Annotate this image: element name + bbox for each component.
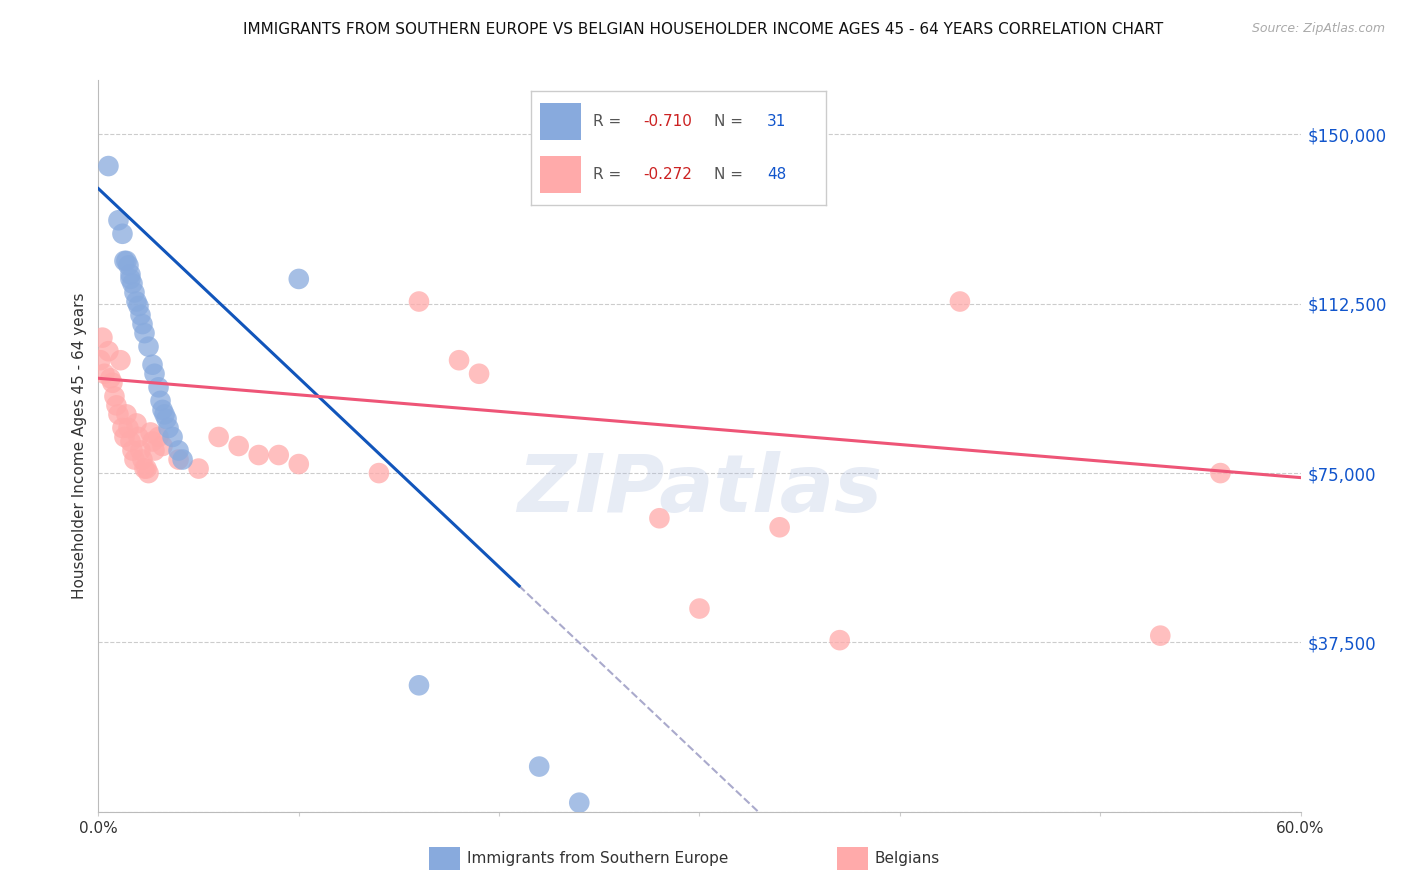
Point: [105, 398, 128, 412]
Point: [152, 403, 174, 417]
Point: [120, 434, 142, 449]
Point: [228, 439, 250, 453]
Point: [121, 277, 143, 291]
Point: [468, 367, 491, 381]
Point: [91, 331, 114, 345]
Point: [155, 412, 177, 426]
Point: [125, 417, 148, 431]
Text: ZIPatlas: ZIPatlas: [517, 450, 882, 529]
Point: [97, 344, 120, 359]
Point: [1209, 466, 1232, 480]
Point: [101, 376, 124, 390]
Point: [131, 317, 153, 331]
Point: [103, 389, 125, 403]
Point: [134, 461, 156, 475]
Point: [114, 253, 136, 268]
Point: [131, 452, 153, 467]
Point: [1149, 629, 1171, 643]
Text: Belgians: Belgians: [875, 852, 939, 866]
Text: Source: ZipAtlas.com: Source: ZipAtlas.com: [1251, 22, 1385, 36]
Point: [162, 430, 184, 444]
Point: [111, 227, 134, 241]
Point: [167, 452, 190, 467]
Point: [120, 272, 142, 286]
Point: [138, 340, 160, 354]
Point: [148, 380, 170, 394]
Point: [157, 421, 180, 435]
Point: [768, 520, 790, 534]
Point: [529, 759, 551, 773]
Point: [828, 633, 851, 648]
Point: [117, 259, 139, 273]
Text: IMMIGRANTS FROM SOUTHERN EUROPE VS BELGIAN HOUSEHOLDER INCOME AGES 45 - 64 YEARS: IMMIGRANTS FROM SOUTHERN EUROPE VS BELGI…: [243, 22, 1163, 37]
Y-axis label: Householder Income Ages 45 - 64 years: Householder Income Ages 45 - 64 years: [72, 293, 87, 599]
Point: [187, 461, 209, 475]
Point: [97, 159, 120, 173]
Point: [167, 443, 190, 458]
Point: [111, 421, 134, 435]
Point: [129, 443, 152, 458]
Point: [100, 371, 122, 385]
Point: [648, 511, 671, 525]
Point: [141, 358, 163, 372]
Point: [247, 448, 270, 462]
Point: [408, 678, 430, 692]
Point: [143, 367, 166, 381]
Point: [208, 430, 231, 444]
Point: [110, 353, 132, 368]
Point: [124, 452, 146, 467]
Point: [172, 452, 194, 467]
Point: [548, 163, 571, 178]
Point: [149, 393, 172, 408]
Point: [139, 425, 162, 440]
Point: [107, 408, 129, 422]
Point: [368, 466, 391, 480]
Point: [121, 443, 143, 458]
Point: [93, 367, 115, 381]
Point: [107, 213, 129, 227]
Point: [568, 796, 591, 810]
Point: [89, 353, 111, 368]
Point: [152, 439, 174, 453]
Point: [128, 299, 150, 313]
Point: [114, 430, 136, 444]
Point: [688, 601, 710, 615]
Point: [267, 448, 290, 462]
Point: [288, 272, 311, 286]
Point: [129, 308, 152, 322]
Point: [447, 353, 470, 368]
Point: [143, 443, 166, 458]
Point: [115, 253, 138, 268]
Text: Immigrants from Southern Europe: Immigrants from Southern Europe: [467, 852, 728, 866]
Point: [125, 294, 148, 309]
Point: [288, 457, 311, 471]
Point: [135, 461, 157, 475]
Point: [408, 294, 430, 309]
Point: [120, 268, 142, 282]
Point: [115, 408, 138, 422]
Point: [949, 294, 972, 309]
Point: [134, 326, 156, 340]
Point: [148, 430, 170, 444]
Point: [138, 466, 160, 480]
Point: [117, 421, 139, 435]
Point: [141, 434, 163, 449]
Point: [124, 285, 146, 300]
Point: [128, 430, 150, 444]
Point: [153, 408, 176, 422]
